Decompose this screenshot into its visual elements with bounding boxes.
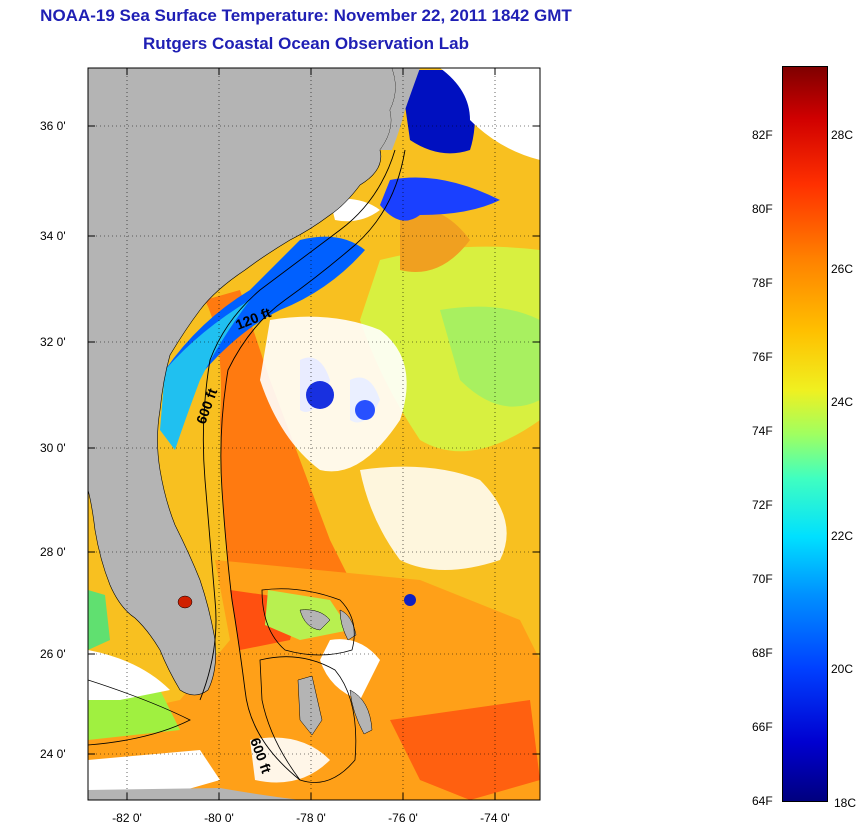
cloud-bahamas xyxy=(320,639,380,700)
cloud-north xyxy=(440,68,540,160)
lat-label-32: 32 0' xyxy=(40,335,66,349)
abaco-island xyxy=(339,609,357,641)
lat-label-34: 34 0' xyxy=(40,229,66,243)
map-frame xyxy=(87,67,541,801)
colorbar-c-20: 20C xyxy=(831,662,854,676)
contour-120ft xyxy=(199,149,396,701)
colorbar-f-70: 70F xyxy=(752,572,773,586)
florida-keys-water xyxy=(88,690,180,740)
cloud-southwest xyxy=(88,650,170,700)
cool-dot-1 xyxy=(306,381,334,409)
colorbar-c-28: 28C xyxy=(831,128,854,142)
lon-label-82: -82 0' xyxy=(112,811,142,825)
eleuthera-island xyxy=(349,689,373,735)
lat-label-24: 24 0' xyxy=(40,747,66,761)
lon-label-78: -78 0' xyxy=(296,811,326,825)
lon-label-74: -74 0' xyxy=(480,811,510,825)
colorbar-f-64: 64F xyxy=(752,794,773,808)
lat-label-26: 26 0' xyxy=(40,647,66,661)
tick-marks xyxy=(88,68,540,800)
mid-ocean-green-2 xyxy=(440,306,540,407)
colorbar-f-72: 72F xyxy=(752,498,773,512)
lat-label-36: 36 0' xyxy=(40,119,66,133)
contour-600ft xyxy=(220,149,406,781)
lat-label-28: 28 0' xyxy=(40,545,66,559)
graticule xyxy=(88,68,540,800)
colorbar-f-66: 66F xyxy=(752,720,773,734)
georgia-shelf-cool xyxy=(160,300,250,450)
colorbar-f-68: 68F xyxy=(752,646,773,660)
cool-dot-3 xyxy=(404,594,416,606)
andros-island xyxy=(297,675,323,736)
contour-great-bahama-bank xyxy=(259,656,357,783)
lake-okeechobee xyxy=(177,595,193,609)
southeast-warm-water xyxy=(390,700,540,800)
colorbar-f-80: 80F xyxy=(752,202,773,216)
colorbar-c-24: 24C xyxy=(831,395,854,409)
northern-warm-eddy xyxy=(400,208,470,272)
cuba-coast xyxy=(88,788,300,800)
colorbar xyxy=(782,66,828,802)
lon-label-76: -76 0' xyxy=(388,811,418,825)
map-title: NOAA-19 Sea Surface Temperature: Novembe… xyxy=(40,6,572,25)
colorbar-c-22: 22C xyxy=(831,529,854,543)
gulf-coast-cool xyxy=(88,590,110,650)
cloud-cuba xyxy=(88,750,220,800)
contour-bahama-bank xyxy=(261,588,355,656)
sst-map: 120 ft 600 ft 600 ft 36 0' 34 0' 32 0' 3… xyxy=(40,67,541,825)
us-landmass xyxy=(88,68,396,696)
map-subtitle: Rutgers Coastal Ocean Observation Lab xyxy=(143,34,469,53)
pamlico-cold-water xyxy=(400,70,475,154)
outer-banks xyxy=(380,68,420,150)
colorbar-c-18: 18C xyxy=(834,796,857,810)
lon-label-80: -80 0' xyxy=(204,811,234,825)
colorbar-f-74: 74F xyxy=(752,424,773,438)
map-plot-area: 120 ft 600 ft 600 ft xyxy=(88,68,540,800)
gulf-stream-band xyxy=(205,290,360,620)
cloud-south xyxy=(250,737,330,783)
lat-label-30: 30 0' xyxy=(40,441,66,455)
cool-dot-2 xyxy=(355,400,375,420)
colorbar-f-78: 78F xyxy=(752,276,773,290)
colorbar-f-76: 76F xyxy=(752,350,773,364)
cloud-east xyxy=(360,466,507,570)
contour-keys xyxy=(88,679,191,746)
colorbar-f-82: 82F xyxy=(752,128,773,142)
hatteras-cold-water xyxy=(380,177,500,221)
grand-bahama xyxy=(299,609,331,631)
colorbar-c-26: 26C xyxy=(831,262,854,276)
